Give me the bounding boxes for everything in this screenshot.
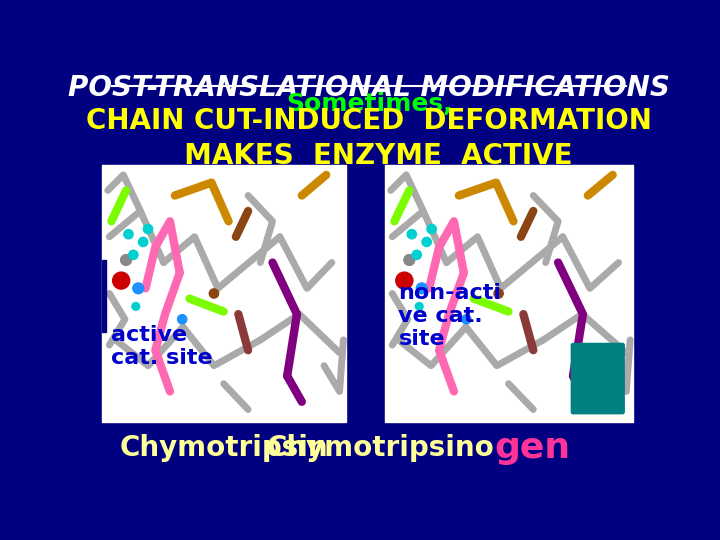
- FancyBboxPatch shape: [571, 343, 625, 414]
- Bar: [384, 165, 632, 422]
- Text: Sometimes,: Sometimes,: [286, 92, 452, 116]
- Circle shape: [129, 250, 138, 259]
- Circle shape: [143, 225, 153, 234]
- Text: active
cat. site: active cat. site: [111, 325, 212, 368]
- Circle shape: [124, 230, 133, 239]
- Circle shape: [407, 230, 416, 239]
- Circle shape: [494, 289, 503, 298]
- Circle shape: [112, 272, 130, 289]
- Text: Chymotripsin: Chymotripsin: [120, 434, 328, 462]
- Circle shape: [416, 283, 427, 294]
- Circle shape: [422, 237, 431, 247]
- Circle shape: [462, 315, 471, 324]
- Circle shape: [415, 302, 423, 310]
- Text: CHAIN CUT-INDUCED  DEFORMATION
  MAKES  ENZYME  ACTIVE: CHAIN CUT-INDUCED DEFORMATION MAKES ENZY…: [86, 107, 652, 170]
- Bar: [102, 165, 346, 422]
- Circle shape: [132, 283, 144, 294]
- Circle shape: [178, 315, 186, 324]
- Circle shape: [404, 254, 415, 265]
- Circle shape: [412, 250, 421, 259]
- Text: non-acti
ve cat.
site: non-acti ve cat. site: [398, 283, 501, 349]
- Circle shape: [138, 237, 148, 247]
- Circle shape: [396, 272, 413, 289]
- Text: Chymotripsinо: Chymotripsinо: [267, 434, 495, 462]
- Circle shape: [210, 289, 219, 298]
- Circle shape: [121, 254, 132, 265]
- Circle shape: [427, 225, 436, 234]
- Bar: [102, 260, 107, 332]
- Text: gen: gen: [495, 430, 571, 464]
- Text: POST-TRANSLATIONAL MODIFICATIONS: POST-TRANSLATIONAL MODIFICATIONS: [68, 74, 670, 102]
- Circle shape: [132, 302, 140, 310]
